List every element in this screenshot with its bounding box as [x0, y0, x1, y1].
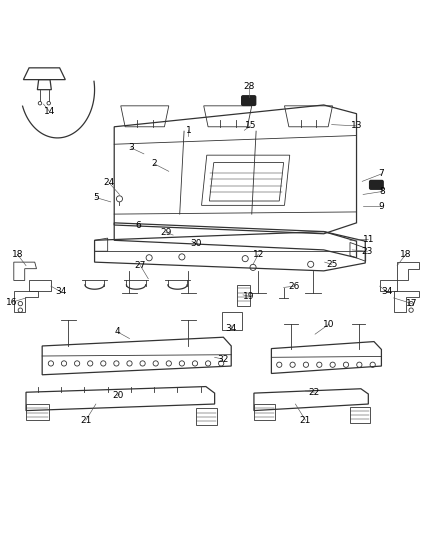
Text: 18: 18 [400, 250, 412, 259]
Text: 23: 23 [362, 247, 373, 256]
Text: 5: 5 [93, 193, 99, 202]
Text: 20: 20 [112, 391, 124, 400]
Text: 3: 3 [128, 143, 134, 152]
Text: 8: 8 [380, 187, 385, 196]
Text: 4: 4 [115, 327, 120, 336]
Text: 17: 17 [406, 299, 418, 308]
Text: 34: 34 [226, 324, 237, 333]
Text: 26: 26 [288, 281, 300, 290]
Text: 10: 10 [323, 320, 335, 329]
Text: 27: 27 [135, 261, 146, 270]
Text: 16: 16 [6, 298, 18, 307]
Text: 19: 19 [243, 292, 254, 301]
Text: 1: 1 [186, 126, 191, 135]
Text: 32: 32 [217, 354, 228, 364]
Text: 28: 28 [243, 82, 254, 91]
Text: 30: 30 [191, 239, 202, 248]
Text: 21: 21 [80, 416, 92, 425]
Text: 9: 9 [378, 202, 384, 211]
Text: 34: 34 [55, 287, 67, 296]
Text: 29: 29 [160, 228, 171, 237]
FancyBboxPatch shape [242, 96, 256, 106]
Text: 6: 6 [135, 221, 141, 230]
Text: 13: 13 [351, 122, 362, 131]
Text: 22: 22 [308, 387, 320, 397]
Text: 12: 12 [253, 250, 264, 259]
Text: 7: 7 [378, 169, 384, 179]
Text: 24: 24 [103, 178, 115, 187]
Text: 2: 2 [152, 159, 157, 168]
FancyBboxPatch shape [370, 181, 383, 189]
Text: 15: 15 [245, 122, 256, 131]
Text: 21: 21 [300, 416, 311, 425]
Text: 18: 18 [11, 250, 23, 259]
Text: 34: 34 [381, 287, 393, 296]
Text: 14: 14 [44, 107, 55, 116]
Text: 11: 11 [363, 235, 374, 244]
Text: 25: 25 [326, 260, 337, 269]
